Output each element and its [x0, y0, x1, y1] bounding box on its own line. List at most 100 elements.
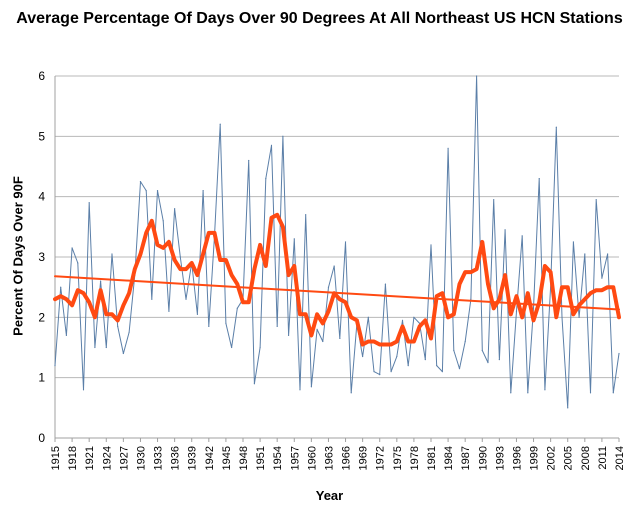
x-tick-label: 1927: [118, 446, 130, 470]
data-point: [572, 241, 575, 243]
data-point: [413, 316, 415, 318]
data-point: [196, 313, 199, 315]
data-point: [362, 355, 364, 358]
x-tick-label: 1915: [50, 446, 62, 470]
x-tick-labels: 1915 1918 1921 1924 1927 1930 1933 1936 1939 1942…: [50, 446, 626, 470]
data-point: [65, 334, 67, 337]
data-point: [424, 358, 426, 361]
annual-series-line: [54, 75, 620, 409]
data-point: [128, 331, 130, 334]
x-tick-label: 1954: [272, 446, 284, 470]
data-point: [156, 190, 159, 192]
data-point: [390, 371, 392, 373]
x-tick-label: 1984: [443, 446, 455, 470]
data-point: [601, 277, 603, 279]
data-point: [145, 190, 147, 192]
x-tick-label: 1975: [392, 446, 404, 470]
x-tick-label: 1972: [375, 446, 387, 470]
x-tick-label: 1921: [84, 446, 96, 470]
data-point: [219, 123, 221, 125]
y-tick-label: 4: [38, 190, 45, 204]
data-point: [339, 337, 341, 340]
x-tick-label: 1948: [238, 446, 250, 470]
data-point: [595, 199, 597, 201]
data-point: [236, 307, 238, 309]
x-tick-label: 2002: [546, 446, 558, 470]
data-point: [316, 328, 318, 330]
data-point: [504, 229, 506, 231]
data-point: [276, 325, 278, 327]
data-point: [567, 407, 569, 409]
data-point: [259, 346, 261, 349]
data-point: [612, 392, 614, 394]
data-point: [555, 126, 557, 128]
axes: [54, 76, 620, 442]
data-point: [248, 159, 250, 162]
data-point: [481, 349, 483, 352]
data-point: [208, 325, 210, 327]
smoothed-series-line: [53, 212, 621, 347]
x-tick-label: 1939: [187, 446, 199, 470]
x-tick-label: 1993: [494, 446, 506, 470]
data-point: [561, 316, 563, 318]
data-point: [458, 368, 461, 370]
data-point: [99, 280, 102, 282]
data-point: [384, 283, 387, 285]
data-point: [174, 208, 176, 210]
data-point: [310, 386, 312, 388]
y-tick-label: 0: [38, 431, 45, 445]
data-point: [350, 392, 352, 394]
trend-line: [54, 275, 620, 311]
data-point: [162, 220, 164, 222]
x-tick-label: 1936: [170, 446, 182, 470]
data-point: [179, 256, 181, 258]
x-tick-label: 1942: [204, 446, 216, 470]
data-point: [367, 316, 369, 318]
x-tick-label: 1981: [426, 446, 438, 470]
x-tick-label: 2008: [580, 446, 592, 470]
data-point: [441, 371, 443, 373]
x-tick-label: 1969: [358, 446, 370, 470]
x-tick-label: 1957: [289, 446, 301, 470]
y-tick-label: 3: [38, 250, 45, 264]
x-axis-label: Year: [315, 488, 344, 503]
data-point: [322, 340, 324, 343]
data-point: [270, 144, 273, 146]
data-point: [202, 190, 204, 192]
data-point: [589, 392, 592, 394]
data-point: [475, 75, 478, 77]
data-point: [396, 355, 398, 358]
data-point: [470, 298, 472, 300]
x-tick-label: 1918: [67, 446, 79, 470]
data-point: [436, 365, 438, 367]
data-point: [607, 253, 609, 255]
x-tick-label: 1960: [306, 446, 318, 470]
data-point: [487, 361, 489, 364]
y-tick-label: 5: [38, 129, 45, 143]
data-point: [305, 214, 307, 216]
x-tick-label: 1933: [153, 446, 165, 470]
data-point: [253, 383, 255, 385]
data-point: [407, 365, 409, 367]
data-point: [521, 235, 523, 237]
data-point: [122, 352, 124, 355]
x-tick-label: 1966: [341, 446, 353, 470]
y-tick-label: 2: [38, 310, 45, 324]
data-point: [293, 238, 295, 240]
data-point: [401, 319, 404, 321]
data-point: [77, 262, 79, 264]
data-point: [538, 177, 540, 180]
data-point: [327, 286, 330, 288]
x-tick-label: 1951: [255, 446, 267, 470]
x-tick-label: 1990: [477, 446, 489, 470]
data-point: [265, 177, 267, 180]
data-point: [498, 358, 500, 361]
data-point: [94, 346, 96, 349]
data-point: [185, 298, 187, 300]
data-point: [510, 392, 512, 394]
x-tick-label: 1945: [221, 446, 233, 470]
data-point: [299, 389, 301, 391]
data-point: [373, 371, 375, 373]
x-tick-label: 1930: [135, 446, 147, 470]
